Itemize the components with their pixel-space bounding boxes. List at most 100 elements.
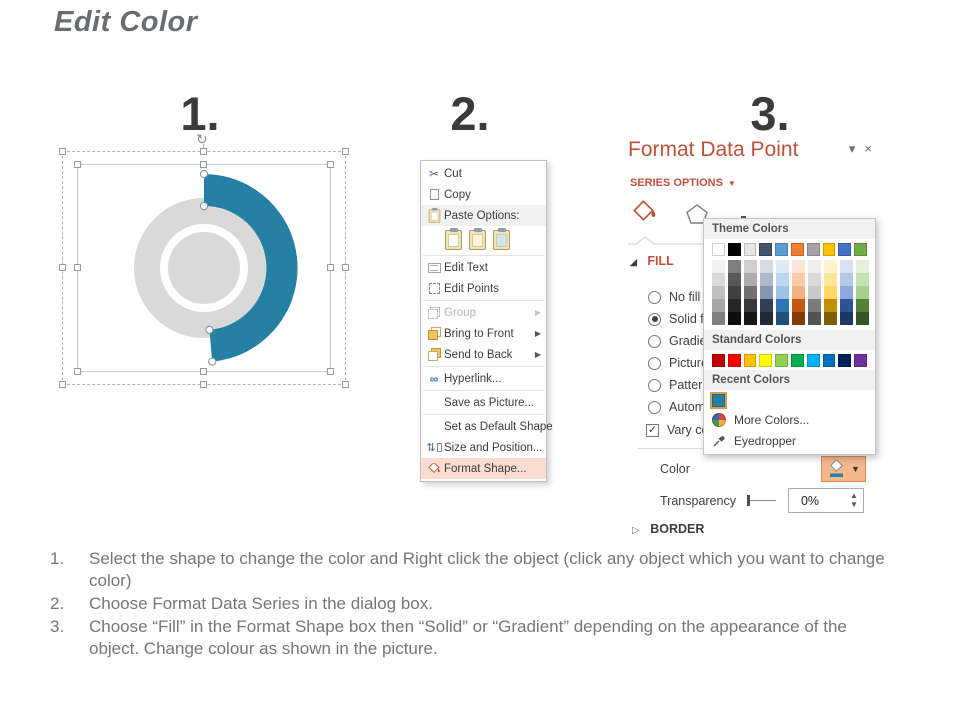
resize-handle[interactable] <box>74 161 81 168</box>
menu-item-bring-to-front[interactable]: Bring to Front ▶ <box>421 323 546 344</box>
color-swatch[interactable] <box>808 312 821 325</box>
resize-handle[interactable] <box>342 381 349 388</box>
color-swatch[interactable] <box>854 354 867 367</box>
color-swatch[interactable] <box>728 312 741 325</box>
color-swatch[interactable] <box>760 260 773 273</box>
color-swatch[interactable] <box>808 273 821 286</box>
series-options-header[interactable]: SERIES OPTIONS ▼ <box>630 177 736 189</box>
color-swatch[interactable] <box>776 299 789 312</box>
paste-keep-formatting-icon[interactable] <box>445 227 462 250</box>
color-swatch[interactable] <box>840 273 853 286</box>
color-swatch[interactable] <box>744 260 757 273</box>
color-swatch[interactable] <box>760 286 773 299</box>
arc-endpoint-handle[interactable] <box>199 169 209 179</box>
radio-solid-fill[interactable]: Solid fill <box>648 312 712 326</box>
menu-item-save-as-picture[interactable]: Save as Picture... <box>444 396 535 409</box>
color-swatch[interactable] <box>822 243 836 256</box>
paste-as-picture-icon[interactable] <box>493 227 510 250</box>
color-swatch[interactable] <box>792 299 805 312</box>
menu-item-cut[interactable]: ✂ Cut <box>421 163 546 184</box>
fill-color-button[interactable]: ▼ <box>821 456 866 482</box>
transparency-spinbox[interactable]: 0% ▲ ▼ <box>787 488 864 513</box>
color-swatch[interactable] <box>840 312 853 325</box>
color-swatch[interactable] <box>838 243 852 256</box>
pane-close-icon[interactable]: × <box>864 141 872 156</box>
color-swatch[interactable] <box>822 354 836 367</box>
color-swatch[interactable] <box>854 243 867 256</box>
color-swatch[interactable] <box>775 243 788 256</box>
color-swatch[interactable] <box>712 354 725 367</box>
color-swatch[interactable] <box>776 260 789 273</box>
resize-handle[interactable] <box>342 148 349 155</box>
menu-item-set-as-default-shape[interactable]: Set as Default Shape <box>444 420 553 433</box>
color-swatch[interactable] <box>744 286 757 299</box>
menu-item-copy[interactable]: Copy <box>421 184 546 206</box>
color-swatch[interactable] <box>806 354 820 367</box>
color-swatch[interactable] <box>776 273 789 286</box>
color-swatch[interactable] <box>743 243 757 256</box>
resize-handle[interactable] <box>327 368 334 375</box>
resize-handle[interactable] <box>342 264 349 271</box>
border-section-header[interactable]: ▷ BORDER <box>632 522 705 536</box>
effects-tab-icon[interactable] <box>684 202 710 232</box>
color-swatch[interactable] <box>856 260 869 273</box>
resize-handle[interactable] <box>74 368 81 375</box>
color-swatch[interactable] <box>806 243 820 256</box>
color-swatch[interactable] <box>776 286 789 299</box>
color-swatch[interactable] <box>727 354 741 367</box>
menu-item-edit-points[interactable]: Edit Points <box>421 278 546 299</box>
resize-handle[interactable] <box>200 368 207 375</box>
menu-item-group[interactable]: Group ▶ <box>421 302 546 323</box>
color-swatch[interactable] <box>792 312 805 325</box>
resize-handle[interactable] <box>200 148 207 155</box>
color-swatch[interactable] <box>775 354 788 367</box>
fill-section-header[interactable]: ◢ FILL <box>630 254 674 268</box>
color-swatch[interactable] <box>792 286 805 299</box>
color-swatch[interactable] <box>792 273 805 286</box>
color-swatch[interactable] <box>840 260 853 273</box>
radio-no-fill[interactable]: No fill <box>648 290 700 304</box>
rotate-handle-icon[interactable]: ↻ <box>196 131 208 147</box>
resize-handle[interactable] <box>200 381 207 388</box>
arc-endpoint-handle[interactable] <box>208 357 217 366</box>
color-swatch[interactable] <box>728 286 741 299</box>
more-colors-item[interactable]: More Colors... <box>704 410 875 431</box>
arc-endpoint-handle[interactable] <box>205 325 214 334</box>
color-swatch[interactable] <box>792 260 805 273</box>
menu-item-format-shape[interactable]: Format Shape... <box>421 458 546 479</box>
donut-ring[interactable] <box>134 198 274 338</box>
pane-options-dropdown-icon[interactable]: ▾ <box>848 141 856 156</box>
color-swatch[interactable] <box>824 312 837 325</box>
menu-item-send-to-back[interactable]: Send to Back ▶ <box>421 344 546 365</box>
color-swatch[interactable] <box>824 260 837 273</box>
color-swatch[interactable] <box>840 299 853 312</box>
color-swatch[interactable] <box>808 286 821 299</box>
color-swatch[interactable] <box>856 273 869 286</box>
resize-handle[interactable] <box>59 148 66 155</box>
color-swatch[interactable] <box>710 392 727 409</box>
selection-frame-outer[interactable] <box>59 148 349 388</box>
color-swatch[interactable] <box>856 299 869 312</box>
paste-destination-theme-icon[interactable] <box>469 227 486 250</box>
selected-data-point-arc[interactable] <box>204 174 298 362</box>
resize-handle[interactable] <box>59 264 66 271</box>
color-swatch[interactable] <box>824 286 837 299</box>
spin-up-icon[interactable]: ▲ <box>850 491 858 500</box>
resize-handle[interactable] <box>327 264 334 271</box>
color-swatch[interactable] <box>824 299 837 312</box>
color-swatch[interactable] <box>744 299 757 312</box>
color-swatch[interactable] <box>744 273 757 286</box>
color-swatch[interactable] <box>744 312 757 325</box>
color-swatch[interactable] <box>790 243 804 256</box>
selection-frame-inner[interactable] <box>74 161 334 375</box>
color-swatch[interactable] <box>712 260 725 273</box>
resize-handle[interactable] <box>74 264 81 271</box>
color-swatch[interactable] <box>727 243 741 256</box>
color-swatch[interactable] <box>760 299 773 312</box>
color-swatch[interactable] <box>760 273 773 286</box>
resize-handle[interactable] <box>200 161 207 168</box>
color-swatch[interactable] <box>840 286 853 299</box>
color-swatch[interactable] <box>824 273 837 286</box>
color-swatch[interactable] <box>728 299 741 312</box>
color-swatch[interactable] <box>759 354 773 367</box>
